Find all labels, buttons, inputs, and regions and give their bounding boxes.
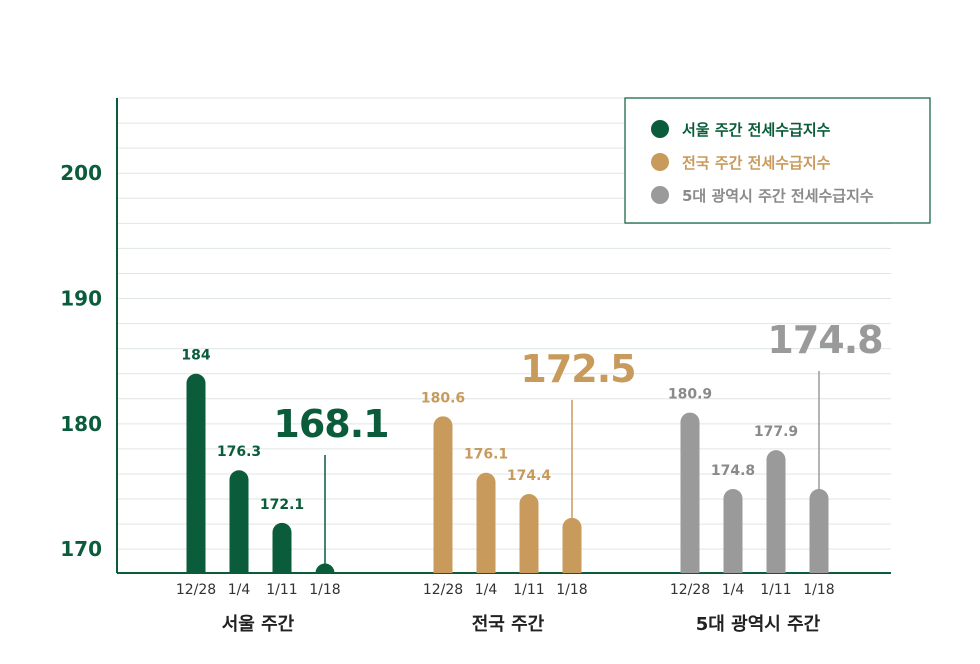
- value-label: 184: [181, 348, 210, 364]
- bar: [562, 517, 582, 573]
- bar: [476, 472, 496, 573]
- value-label: 172.1: [260, 497, 304, 513]
- legend-marker: [651, 153, 669, 171]
- bar: [433, 416, 453, 573]
- x-tick-label: 12/28: [670, 582, 710, 598]
- value-label: 176.1: [464, 447, 508, 463]
- bar: [680, 412, 700, 573]
- legend-marker: [651, 120, 669, 138]
- value-label: 180.9: [668, 387, 712, 403]
- bar: [229, 470, 249, 573]
- bars: [186, 373, 829, 573]
- x-tick-label: 1/4: [722, 582, 745, 598]
- group-labels: 서울 주간 전국 주간 5대 광역시 주간: [222, 614, 821, 635]
- x-tick-label: 1/18: [309, 582, 340, 598]
- x-tick-label: 1/4: [228, 582, 251, 598]
- legend-marker: [651, 186, 669, 204]
- group-label: 5대 광역시 주간: [696, 614, 821, 635]
- value-labels: 184 176.3 172.1 168.1 180.6 176.1 174.4 172.5 18…: [181, 318, 884, 569]
- x-tick-label: 1/11: [266, 582, 297, 598]
- bar: [519, 494, 539, 573]
- legend-label: 5대 광역시 주간 전세수급지수: [682, 187, 874, 205]
- y-tick-label: 200: [60, 161, 102, 185]
- x-tick-label: 12/28: [176, 582, 216, 598]
- group-label: 전국 주간: [472, 614, 545, 635]
- value-label: 177.9: [754, 424, 798, 440]
- x-tick-label: 1/18: [556, 582, 587, 598]
- legend-label: 전국 주간 전세수급지수: [682, 154, 831, 172]
- x-tick-label: 12/28: [423, 582, 463, 598]
- bar: [723, 489, 743, 573]
- bar: [272, 522, 292, 573]
- x-tick-labels: 12/28 1/4 1/11 1/18 12/28 1/4 1/11 1/18 12/28 1/4…: [176, 582, 835, 598]
- y-tick-label: 180: [60, 412, 102, 436]
- group-label: 서울 주간: [222, 614, 295, 635]
- x-tick-label: 1/4: [475, 582, 498, 598]
- y-tick-label: 190: [60, 287, 102, 311]
- bar: [186, 373, 206, 573]
- highlight-value-label: 168.1: [273, 402, 388, 446]
- bar: [809, 489, 829, 573]
- value-label: 174.8: [711, 463, 755, 479]
- legend-box: [624, 97, 931, 224]
- legend-label: 서울 주간 전세수급지수: [682, 121, 831, 139]
- y-tick-labels: 170 180 190 200: [60, 161, 102, 561]
- y-tick-label: 170: [60, 537, 102, 561]
- value-label: 180.6: [421, 390, 465, 406]
- bar: [766, 450, 786, 573]
- x-tick-label: 1/11: [513, 582, 544, 598]
- value-label: 174.4: [507, 468, 552, 484]
- highlight-value-label: 174.8: [767, 318, 882, 362]
- value-label: 176.3: [217, 444, 261, 460]
- x-tick-label: 1/11: [760, 582, 791, 598]
- x-tick-label: 1/18: [803, 582, 834, 598]
- highlight-value-label: 172.5: [520, 347, 635, 391]
